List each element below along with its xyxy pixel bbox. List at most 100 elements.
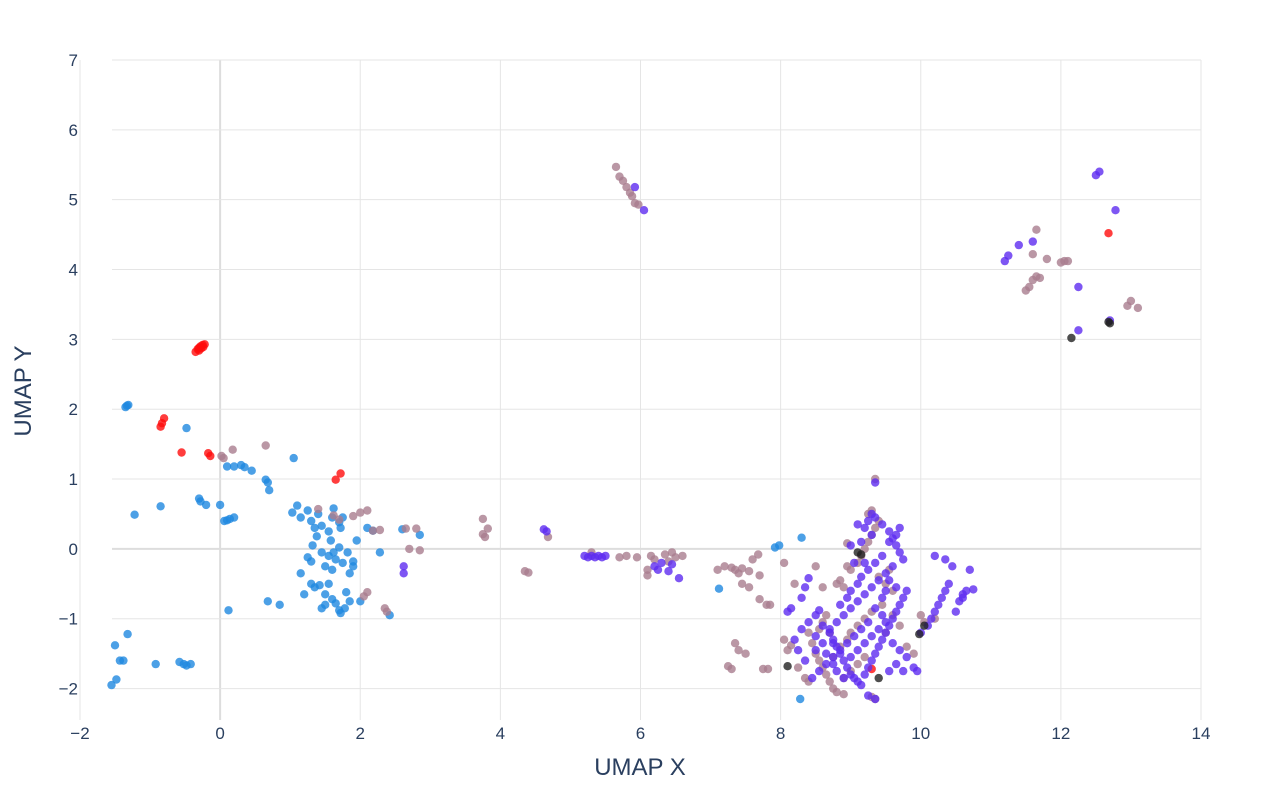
scatter-point (878, 551, 887, 561)
y-tick-label: 5 (69, 191, 78, 210)
scatter-point (839, 583, 848, 592)
scatter-point (874, 673, 883, 683)
scatter-point (853, 579, 862, 588)
scatter-point (839, 690, 848, 699)
scatter-point (1095, 167, 1104, 176)
scatter-point (1104, 229, 1113, 238)
y-tick-label: 2 (69, 400, 78, 419)
scatter-point (885, 666, 894, 676)
scatter-point (934, 600, 943, 609)
scatter-point (382, 607, 392, 616)
scatter-point (765, 600, 775, 609)
y-tick-label: 6 (69, 121, 78, 140)
scatter-points (107, 162, 1143, 704)
scatter-point (808, 639, 817, 648)
scatter-point (331, 599, 340, 608)
scatter-point (843, 593, 852, 602)
scatter-point (321, 562, 330, 571)
y-axis-ticks: −2 −1 0 1 2 3 4 5 6 7 (59, 51, 78, 699)
scatter-point (335, 515, 344, 524)
scatter-point (340, 604, 349, 613)
scatter-point (650, 555, 659, 564)
scatter-point (860, 670, 869, 679)
x-tick-label: 0 (215, 724, 224, 743)
scatter-point (199, 342, 208, 352)
scatter-point (1028, 250, 1038, 259)
scatter-point (909, 649, 918, 658)
scatter-point (1004, 251, 1013, 260)
y-axis-title: UMAP Y (10, 345, 37, 436)
scatter-point (763, 664, 773, 674)
scatter-point (317, 548, 326, 557)
scatter-point (892, 583, 901, 592)
scatter-point (874, 625, 883, 634)
scatter-point (793, 663, 803, 672)
scatter-point (730, 639, 740, 648)
scatter-point (779, 558, 789, 568)
scatter-point (846, 604, 855, 613)
scatter-point (324, 579, 333, 588)
scatter-point (822, 649, 831, 658)
scatter-point (871, 558, 880, 568)
scatter-point (871, 694, 880, 704)
scatter-point (1105, 319, 1115, 328)
scatter-point (790, 635, 799, 644)
scatter-point (864, 691, 873, 700)
scatter-point (219, 453, 228, 463)
scatter-point (755, 595, 764, 604)
scatter-point (892, 607, 901, 616)
scatter-point (913, 666, 922, 676)
scatter-point (653, 565, 663, 574)
scatter-point (331, 475, 340, 484)
scatter-point (857, 537, 866, 547)
scatter-point (331, 555, 340, 564)
scatter-point (307, 557, 316, 566)
scatter-point (293, 501, 302, 510)
scatter-point (888, 639, 897, 648)
scatter-point (832, 687, 841, 697)
scatter-point (881, 569, 890, 578)
scatter-point (222, 462, 232, 471)
scatter-point (399, 562, 408, 571)
scatter-point (312, 532, 321, 541)
x-axis-ticks: −2 0 2 4 6 8 10 12 14 (70, 724, 1210, 743)
scatter-point (895, 621, 904, 630)
scatter-point (359, 592, 368, 601)
scatter-point (892, 530, 901, 540)
scatter-point (871, 604, 880, 613)
scatter-point (839, 656, 848, 665)
scatter-point (119, 656, 128, 665)
scatter-point (345, 597, 354, 606)
scatter-point (744, 567, 754, 576)
scatter-point (415, 546, 424, 555)
scatter-point (667, 560, 677, 569)
scatter-point (822, 611, 831, 620)
scatter-point (937, 593, 946, 602)
scatter-point (1028, 237, 1038, 246)
scatter-point (727, 664, 736, 674)
scatter-point (895, 523, 904, 533)
scatter-point (315, 581, 324, 590)
scatter-point (811, 562, 820, 571)
scatter-point (124, 400, 133, 410)
scatter-point (229, 513, 239, 522)
scatter-point (790, 579, 799, 588)
scatter-point (916, 611, 925, 620)
scatter-point (288, 508, 297, 517)
scatter-point (263, 478, 272, 487)
scatter-point (864, 618, 873, 627)
scatter-point (853, 520, 862, 529)
scatter-point (878, 600, 887, 609)
scatter-point (860, 590, 869, 599)
scatter-point (630, 182, 640, 192)
scatter-point (885, 537, 894, 547)
scatter-point (112, 675, 121, 684)
scatter-point (920, 621, 929, 630)
scatter-point (480, 532, 490, 542)
scatter-point (888, 614, 897, 623)
scatter-point (156, 502, 165, 511)
scatter-point (885, 527, 894, 536)
scatter-point (857, 550, 866, 559)
scatter-point (874, 642, 883, 651)
